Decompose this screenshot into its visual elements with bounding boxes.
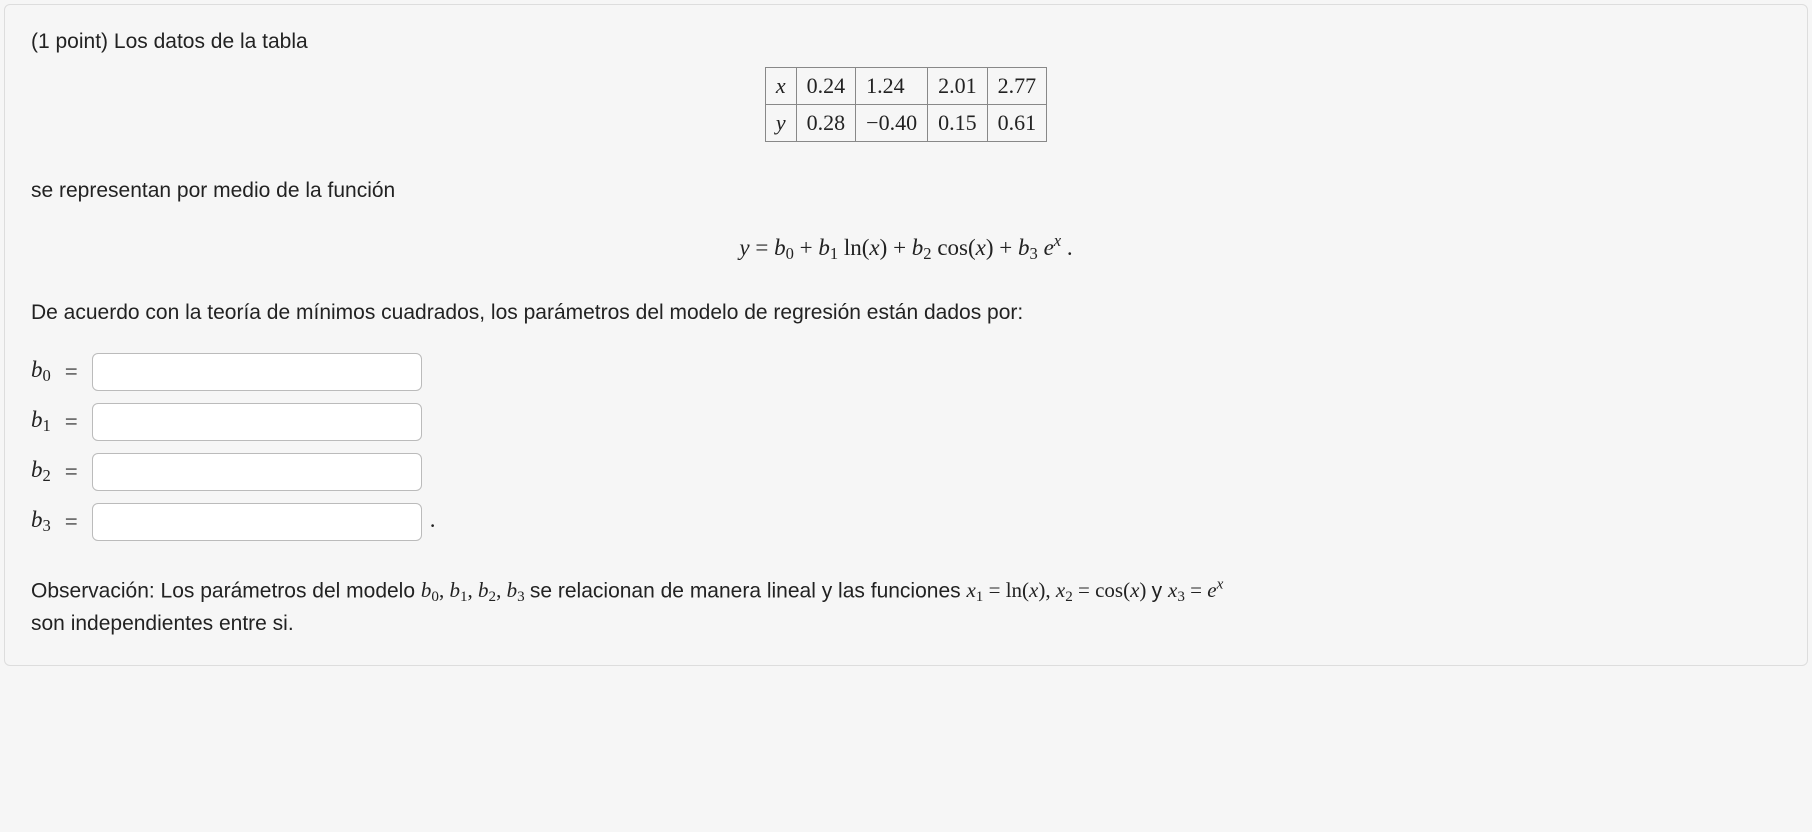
row-x-header: x bbox=[765, 68, 796, 105]
mid-text: se representan por medio de la función bbox=[31, 176, 1781, 206]
cell-y-2: 0.15 bbox=[928, 105, 988, 142]
b3-input[interactable] bbox=[92, 503, 422, 541]
equals-sign: = bbox=[61, 509, 82, 535]
param-label-b2: b2 bbox=[31, 457, 51, 486]
equals-sign: = bbox=[61, 459, 82, 485]
cell-y-1: −0.40 bbox=[856, 105, 928, 142]
cell-y-3: 0.61 bbox=[987, 105, 1047, 142]
equals-sign: = bbox=[61, 359, 82, 385]
model-equation: y = b0 + b1 ln(x) + b2 cos(x) + b3 ex . bbox=[31, 231, 1781, 264]
b0-input[interactable] bbox=[92, 353, 422, 391]
cell-y-0: 0.28 bbox=[796, 105, 856, 142]
intro-line: (1 point) Los datos de la tabla bbox=[31, 27, 1781, 57]
answers-grid: b0 = b1 = b2 = b3 = . bbox=[31, 353, 436, 541]
row-y-header: y bbox=[765, 105, 796, 142]
cell-x-1: 1.24 bbox=[856, 68, 928, 105]
param-label-b3: b3 bbox=[31, 507, 51, 536]
table-row: x 0.24 1.24 2.01 2.77 bbox=[765, 68, 1046, 105]
points-label: (1 point) bbox=[31, 30, 108, 53]
table-row: y 0.28 −0.40 0.15 0.61 bbox=[765, 105, 1046, 142]
cell-x-0: 0.24 bbox=[796, 68, 856, 105]
equals-sign: = bbox=[61, 409, 82, 435]
b2-input[interactable] bbox=[92, 453, 422, 491]
intro-text: Los datos de la tabla bbox=[114, 30, 308, 53]
question-text: De acuerdo con la teoría de mínimos cuad… bbox=[31, 298, 1781, 328]
problem-container: (1 point) Los datos de la tabla x 0.24 1… bbox=[4, 4, 1808, 666]
observation-text: Observación: Los parámetros del modelo b… bbox=[31, 575, 1771, 639]
param-label-b0: b0 bbox=[31, 357, 51, 386]
param-label-b1: b1 bbox=[31, 407, 51, 436]
b1-input[interactable] bbox=[92, 403, 422, 441]
trailing-period: . bbox=[422, 507, 436, 532]
cell-x-2: 2.01 bbox=[928, 68, 988, 105]
data-table: x 0.24 1.24 2.01 2.77 y 0.28 −0.40 0.15 … bbox=[765, 67, 1047, 142]
cell-x-3: 2.77 bbox=[987, 68, 1047, 105]
